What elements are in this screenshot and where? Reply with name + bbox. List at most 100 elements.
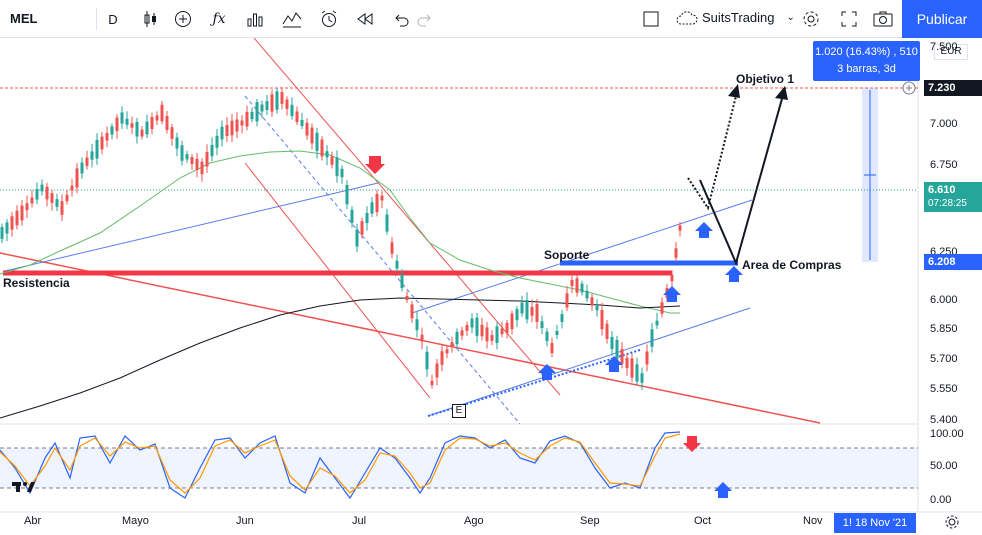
- up-arrow-icon: [538, 364, 556, 380]
- currency-selector[interactable]: EUR: [934, 44, 968, 60]
- undo-icon[interactable]: [390, 6, 412, 32]
- candle-body: [505, 322, 509, 334]
- candle-body: [190, 157, 194, 164]
- candle-body: [545, 331, 549, 342]
- candle-body: [255, 102, 259, 122]
- candle-body: [125, 118, 129, 125]
- red-channel-lower: [244, 162, 431, 399]
- fullscreen-icon[interactable]: [838, 6, 860, 32]
- interval-button[interactable]: D: [108, 11, 118, 27]
- chart-canvas[interactable]: [0, 38, 982, 535]
- layout-square-icon[interactable]: [640, 6, 662, 32]
- candle-body: [405, 295, 409, 301]
- ma-200: [0, 297, 681, 419]
- price-tick: 5.400: [930, 414, 958, 426]
- candle-body: [120, 112, 124, 124]
- price-tick: 7.500: [930, 41, 958, 53]
- down-arrow-icon: [365, 156, 385, 174]
- replay-icon[interactable]: [354, 6, 376, 32]
- resistance-label[interactable]: Resistencia: [3, 276, 70, 290]
- layout-name[interactable]: SuitsTrading ⌄: [676, 10, 795, 25]
- candle-body: [240, 120, 244, 126]
- candle-body: [75, 168, 79, 188]
- target-price-label: 7.230: [924, 80, 982, 96]
- candle-body: [350, 209, 354, 223]
- candle-body: [450, 342, 454, 348]
- function-icon[interactable]: ƒx: [212, 11, 226, 27]
- up-arrow-icon: [695, 222, 713, 238]
- candles-icon[interactable]: [140, 6, 162, 32]
- bar-chart-icon[interactable]: [244, 6, 266, 32]
- candle-body: [660, 302, 664, 314]
- candle-body: [625, 357, 629, 369]
- blue-channel-upper: [411, 199, 753, 314]
- candle-body: [55, 199, 59, 207]
- candle-body: [215, 135, 219, 148]
- candle-body: [100, 136, 104, 150]
- date-value: 18 Nov '21: [855, 517, 908, 529]
- blue-channel-lower: [427, 307, 751, 417]
- osc-band: [0, 448, 918, 488]
- alert-clock-icon[interactable]: [318, 6, 340, 32]
- candle-body: [674, 248, 678, 258]
- publish-button[interactable]: Publicar: [902, 0, 982, 38]
- earnings-marker[interactable]: E: [452, 404, 466, 418]
- candle-body: [80, 162, 84, 174]
- buy-area-label[interactable]: Area de Compras: [742, 258, 842, 272]
- candle-series: [0, 87, 682, 390]
- blue-trendline-left: [4, 182, 379, 272]
- candle-body: [245, 111, 249, 127]
- candle-body: [295, 111, 299, 122]
- candle-body: [555, 330, 559, 336]
- candle-body: [400, 274, 404, 289]
- candle-body: [325, 151, 329, 158]
- candle-body: [520, 302, 524, 314]
- candle-body: [530, 306, 534, 316]
- last-price-label: 6.610 07:28:25: [924, 182, 982, 212]
- redo-icon[interactable]: [414, 6, 436, 32]
- candle-body: [280, 92, 284, 104]
- candle-body: [435, 363, 439, 378]
- candle-body: [180, 145, 184, 161]
- candle-body: [285, 99, 289, 109]
- candle-body: [60, 201, 64, 215]
- price-tick: 6.000: [930, 294, 958, 306]
- candle-body: [135, 121, 139, 137]
- tradingview-logo-icon: [12, 482, 35, 492]
- support-label[interactable]: Soporte: [544, 248, 590, 262]
- candle-body: [335, 157, 339, 177]
- candle-body: [640, 373, 644, 383]
- time-tick: Mayo: [122, 515, 149, 527]
- current-date-badge[interactable]: 1! 18 Nov '21: [834, 513, 916, 533]
- add-indicator-icon[interactable]: [172, 6, 194, 32]
- candle-body: [15, 210, 19, 226]
- templates-icon[interactable]: [280, 6, 304, 32]
- candle-body: [490, 335, 494, 341]
- candle-body: [140, 129, 144, 137]
- candle-body: [145, 121, 149, 135]
- candle-body: [330, 156, 334, 165]
- candle-body: [235, 119, 239, 132]
- camera-icon[interactable]: [872, 6, 894, 32]
- time-tick: Abr: [24, 515, 42, 527]
- candle-body: [300, 119, 304, 127]
- up-arrow-icon: [605, 356, 623, 372]
- candle-body: [600, 310, 604, 330]
- candle-body: [620, 348, 624, 364]
- candle-body: [630, 358, 634, 378]
- candle-body: [165, 116, 169, 130]
- candle-body: [230, 120, 234, 136]
- candle-body: [610, 336, 614, 350]
- candle-body: [615, 339, 619, 360]
- last-price-value: 6.610: [928, 184, 956, 196]
- red-trendline: [0, 252, 821, 424]
- time-tick: Sep: [580, 515, 600, 527]
- candle-body: [175, 137, 179, 149]
- objective-label[interactable]: Objetivo 1: [736, 72, 795, 86]
- symbol-label[interactable]: MEL: [10, 11, 38, 26]
- candle-body: [340, 168, 344, 178]
- candle-body: [50, 193, 54, 203]
- time-tick: Nov: [803, 515, 823, 527]
- candle-body: [580, 283, 584, 293]
- gear-icon[interactable]: [800, 6, 822, 32]
